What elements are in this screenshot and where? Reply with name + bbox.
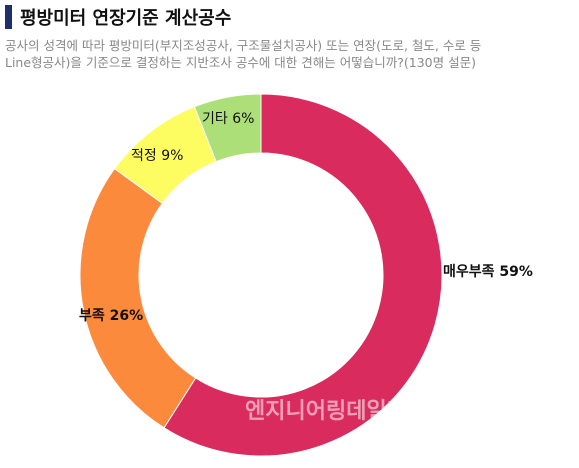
- title-accent-bar: [5, 5, 12, 29]
- watermark: 엔지니어링데일리: [245, 399, 407, 424]
- slice-labels: 매우부족 59% 부족 26% 적정 9% 기타 6%: [79, 111, 533, 324]
- subtitle-line-1: 공사의 성격에 따라 평방미터(부지조성공사, 구조물설치공사) 또는 연장(도…: [5, 38, 482, 53]
- chart-header: 평방미터 연장기준 계산공수: [5, 3, 575, 33]
- slice-부족: [79, 167, 197, 429]
- chart-title: 평방미터 연장기준 계산공수: [20, 8, 232, 29]
- donut-slices: [79, 93, 443, 457]
- slice-매우부족: [163, 93, 443, 457]
- slice-기타: [193, 93, 262, 163]
- chart-subtitle: 공사의 성격에 따라 평방미터(부지조성공사, 구조물설치공사) 또는 연장(도…: [5, 37, 575, 71]
- subtitle-line-2: Line형공사)을 기준으로 결정하는 지반조사 공수에 대한 견해는 어떻습니…: [5, 55, 476, 70]
- slice-label-기타: 기타 6%: [202, 111, 254, 127]
- slice-label-매우부족: 매우부족 59%: [443, 264, 533, 280]
- slice-label-적정: 적정 9%: [131, 148, 183, 164]
- slice-label-부족: 부족 26%: [79, 308, 143, 324]
